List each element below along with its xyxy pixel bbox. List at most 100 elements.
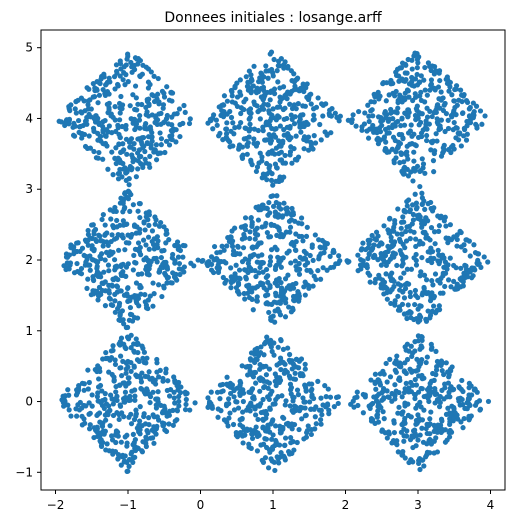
data-point: [367, 272, 373, 278]
data-point: [91, 128, 97, 134]
data-point: [92, 116, 98, 122]
data-point: [81, 387, 87, 393]
data-point: [356, 108, 362, 115]
data-point: [423, 359, 429, 366]
data-point: [255, 127, 261, 134]
data-point: [72, 106, 78, 112]
data-point: [427, 298, 434, 304]
data-point: [368, 377, 374, 383]
data-point: [118, 462, 124, 468]
data-point: [260, 171, 266, 177]
cluster-2: [348, 333, 492, 473]
data-point: [370, 113, 376, 119]
data-point: [288, 435, 294, 441]
data-point: [251, 63, 257, 69]
data-point: [451, 406, 457, 412]
data-point: [243, 74, 249, 80]
data-point: [133, 336, 139, 342]
data-point: [303, 233, 310, 239]
y-tick-label: 0: [25, 395, 33, 409]
data-point: [335, 400, 341, 407]
data-point: [111, 225, 117, 231]
data-point: [71, 270, 78, 276]
data-point: [105, 166, 111, 172]
data-point: [66, 116, 73, 122]
data-point: [402, 77, 408, 83]
data-point: [132, 83, 139, 89]
data-point: [291, 121, 298, 127]
data-point: [257, 116, 263, 122]
data-point: [71, 120, 77, 126]
data-point: [288, 112, 294, 118]
data-point: [162, 149, 168, 156]
data-point: [424, 354, 430, 360]
data-point: [221, 102, 227, 108]
data-point: [431, 293, 437, 300]
data-point: [148, 259, 154, 265]
data-point: [102, 222, 108, 228]
data-point: [128, 421, 135, 427]
data-point: [149, 92, 155, 98]
data-point: [276, 138, 282, 144]
data-point: [417, 312, 423, 318]
data-point: [453, 112, 459, 118]
data-point: [311, 112, 317, 118]
data-point: [100, 123, 106, 130]
data-point: [413, 251, 419, 258]
data-point: [102, 257, 108, 263]
data-point: [104, 101, 110, 107]
data-point: [309, 244, 315, 250]
data-point: [298, 356, 305, 362]
data-point: [241, 106, 247, 113]
data-point: [451, 119, 457, 126]
data-point: [468, 383, 474, 389]
data-point: [274, 441, 280, 448]
data-point: [466, 417, 472, 423]
data-point: [327, 394, 334, 400]
data-point: [154, 356, 160, 363]
data-point: [436, 127, 442, 133]
data-point: [464, 118, 470, 125]
data-point: [107, 423, 113, 429]
data-point: [315, 95, 321, 101]
data-point: [260, 269, 266, 275]
data-point: [285, 345, 291, 351]
data-point: [137, 285, 143, 291]
data-point: [117, 73, 123, 79]
data-point: [176, 403, 182, 409]
data-point: [75, 117, 82, 124]
data-point: [402, 61, 408, 67]
data-point: [271, 56, 277, 63]
data-point: [265, 279, 271, 285]
data-point: [451, 98, 458, 104]
data-point: [454, 243, 460, 249]
data-point: [467, 402, 473, 408]
data-point: [459, 377, 465, 384]
data-point: [381, 223, 387, 229]
data-point: [392, 251, 398, 257]
data-point: [86, 379, 92, 386]
data-point: [133, 230, 139, 236]
data-point: [302, 382, 308, 388]
data-point: [310, 257, 316, 264]
data-point: [102, 117, 108, 124]
data-point: [281, 116, 287, 122]
data-point: [248, 90, 254, 96]
data-point: [204, 261, 210, 267]
data-point: [111, 257, 118, 263]
data-point: [379, 427, 385, 433]
data-point: [370, 122, 376, 129]
data-point: [152, 119, 158, 126]
data-point: [407, 289, 413, 296]
data-point: [104, 441, 110, 447]
data-point: [376, 391, 382, 397]
data-point: [286, 248, 292, 254]
data-point: [120, 272, 126, 279]
data-point: [252, 347, 258, 353]
data-point: [424, 137, 430, 144]
data-point: [169, 255, 175, 261]
data-point: [352, 395, 358, 401]
data-point: [456, 97, 462, 103]
data-point: [268, 317, 274, 323]
data-point: [302, 366, 308, 372]
